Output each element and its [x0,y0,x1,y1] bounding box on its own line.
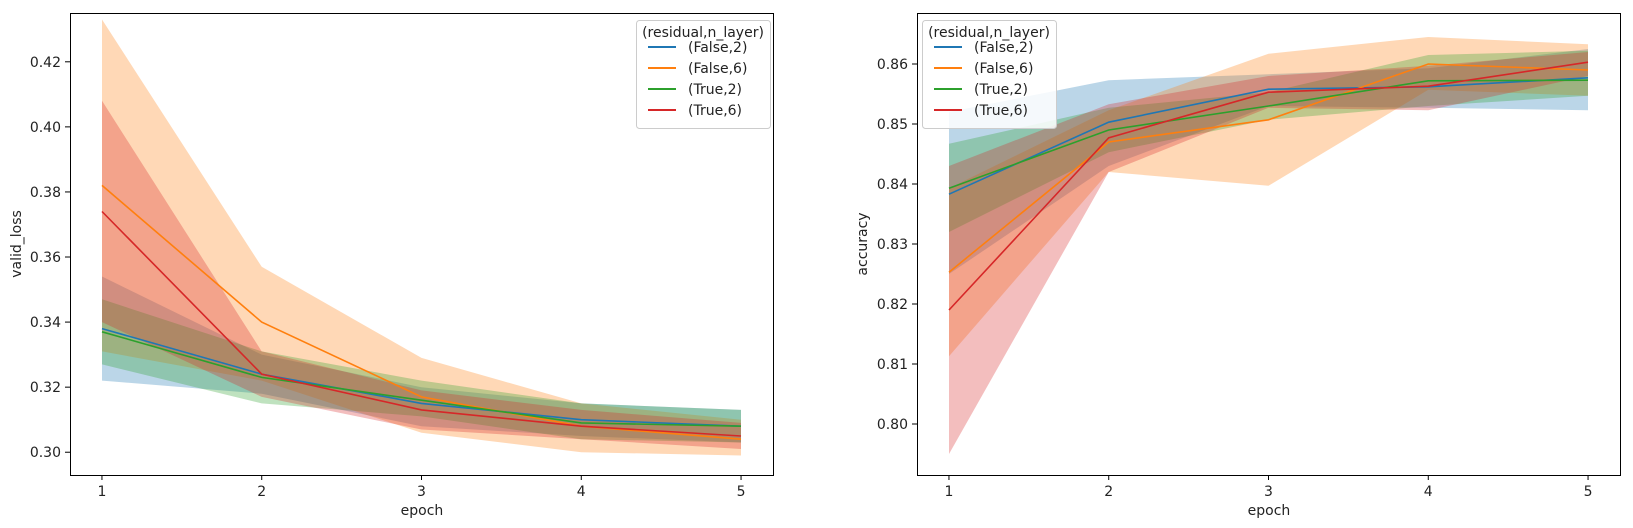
y-tick-label: 0.36 [30,250,61,266]
legend-label: (True,2) [974,82,1028,98]
y-axis-ticks: 0.80 0.81 0.82 0.83 0.84 0.85 0.86 [877,57,917,433]
legend-label: (False,2) [688,40,747,56]
x-axis-label: epoch [401,503,444,519]
line-series-2 [101,331,742,427]
legend-label: (True,2) [688,82,742,98]
legend: (residual,n_layer) (False,2) (False,6) (Tr… [636,20,771,129]
y-axis-label: accuracy [855,212,871,275]
y-tick-label: 0.82 [877,297,908,313]
chart-accuracy: 0.80 0.81 0.82 0.83 0.84 0.85 0.86 1 2 3 4 5 epoch… [855,13,1621,519]
legend-entries: (False,2) (False,6) (True,2) (True,6) [648,40,747,119]
line-series-1 [948,63,1589,273]
x-tick-label: 4 [577,484,586,500]
line-series-0 [101,327,742,427]
y-tick-label: 0.38 [30,185,61,201]
y-tick-label: 0.86 [877,57,908,73]
line-series-3 [948,61,1589,311]
legend-label: (False,2) [974,40,1033,56]
series-lines [101,184,742,440]
chart-valid-loss: 0.30 0.32 0.34 0.36 0.38 0.40 0.42 1 2 3 4 5 epoch… [9,13,774,519]
band-series-2 [949,50,1588,232]
y-tick-label: 0.34 [30,315,61,331]
y-tick-label: 0.42 [30,55,61,71]
legend-label: (False,6) [974,61,1033,77]
x-tick-label: 3 [417,484,426,500]
y-tick-label: 0.32 [30,380,61,396]
x-tick-label: 1 [944,484,953,500]
y-tick-label: 0.80 [877,417,908,433]
x-tick-label: 5 [737,484,746,500]
y-tick-label: 0.85 [877,117,908,133]
line-series-1 [101,184,742,440]
band-series-3 [102,100,741,450]
x-tick-label: 2 [257,484,266,500]
legend-label: (True,6) [688,103,742,119]
x-tick-label: 1 [97,484,106,500]
legend-label: (True,6) [974,103,1028,119]
y-axis-label: valid_loss [9,210,25,278]
x-tick-label: 2 [1104,484,1113,500]
legend: (residual,n_layer) (False,2) (False,6) (Tr… [922,20,1057,129]
y-tick-label: 0.83 [877,237,908,253]
legend-entries: (False,2) (False,6) (True,2) (True,6) [934,40,1033,119]
x-axis-ticks: 1 2 3 4 5 [944,475,1593,500]
legend-label: (False,6) [688,61,747,77]
band-series-1 [102,19,741,456]
line-series-2 [948,79,1589,189]
y-axis-ticks: 0.30 0.32 0.34 0.36 0.38 0.40 0.42 [30,55,70,461]
band-series-1 [949,37,1588,357]
band-series-3 [949,52,1588,454]
x-tick-label: 4 [1424,484,1433,500]
line-series-3 [101,210,742,437]
line-series-0 [948,77,1589,195]
band-series-0 [949,49,1588,274]
x-axis-ticks: 1 2 3 4 5 [97,475,746,500]
series-lines [948,61,1589,311]
x-tick-label: 3 [1264,484,1273,500]
legend-title: (residual,n_layer) [642,25,764,41]
y-tick-label: 0.81 [877,357,908,373]
y-tick-label: 0.30 [30,445,61,461]
confidence-bands [949,37,1588,454]
x-tick-label: 5 [1584,484,1593,500]
y-tick-label: 0.40 [30,120,61,136]
legend-title: (residual,n_layer) [928,25,1050,41]
band-series-2 [102,299,741,443]
x-axis-label: epoch [1248,503,1291,519]
y-tick-label: 0.84 [877,177,908,193]
